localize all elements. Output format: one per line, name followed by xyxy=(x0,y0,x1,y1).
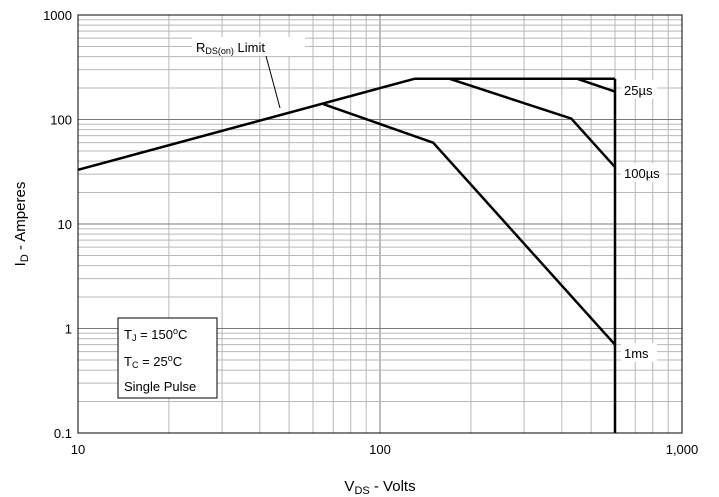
label-1ms: 1ms xyxy=(624,346,649,361)
rds-limit-label-bg xyxy=(192,37,305,56)
y-tick-label: 1 xyxy=(65,322,72,337)
rds-limit-leader xyxy=(265,55,281,109)
label-25us-bg xyxy=(621,80,657,99)
series-1ms xyxy=(323,103,616,346)
x-tick-labels: 10 100 1,000 xyxy=(71,442,699,457)
series-100-s xyxy=(449,77,616,168)
series-25-s xyxy=(576,77,616,93)
x-tick-label: 10 xyxy=(71,442,85,457)
condition-pulse: Single Pulse xyxy=(124,379,196,394)
y-tick-label: 100 xyxy=(50,113,72,128)
x-tick-label: 1,000 xyxy=(666,442,699,457)
condition-tj: TJ = 150oC xyxy=(124,326,187,343)
y-axis-title: ID - Amperes xyxy=(12,182,31,267)
label-100us: 100µs xyxy=(624,166,660,181)
y-tick-label: 10 xyxy=(58,217,72,232)
y-tick-label: 1000 xyxy=(43,8,72,23)
label-100us-bg xyxy=(621,163,666,182)
conditions-box xyxy=(117,317,218,399)
x-tick-label: 100 xyxy=(369,442,391,457)
series-layer xyxy=(77,77,617,433)
condition-tc: TC = 25oC xyxy=(124,353,182,370)
series-rds-on-limit xyxy=(77,77,415,172)
y-tick-labels: 0.1 1 10 100 1000 xyxy=(43,8,72,441)
label-1ms-bg xyxy=(621,343,657,362)
y-tick-label: 0.1 xyxy=(54,426,72,441)
rds-limit-label: RDS(on) Limit xyxy=(196,40,265,56)
label-25us: 25µs xyxy=(624,83,653,98)
x-axis-title: VDS - Volts xyxy=(344,478,415,497)
plot-frame xyxy=(77,14,683,434)
